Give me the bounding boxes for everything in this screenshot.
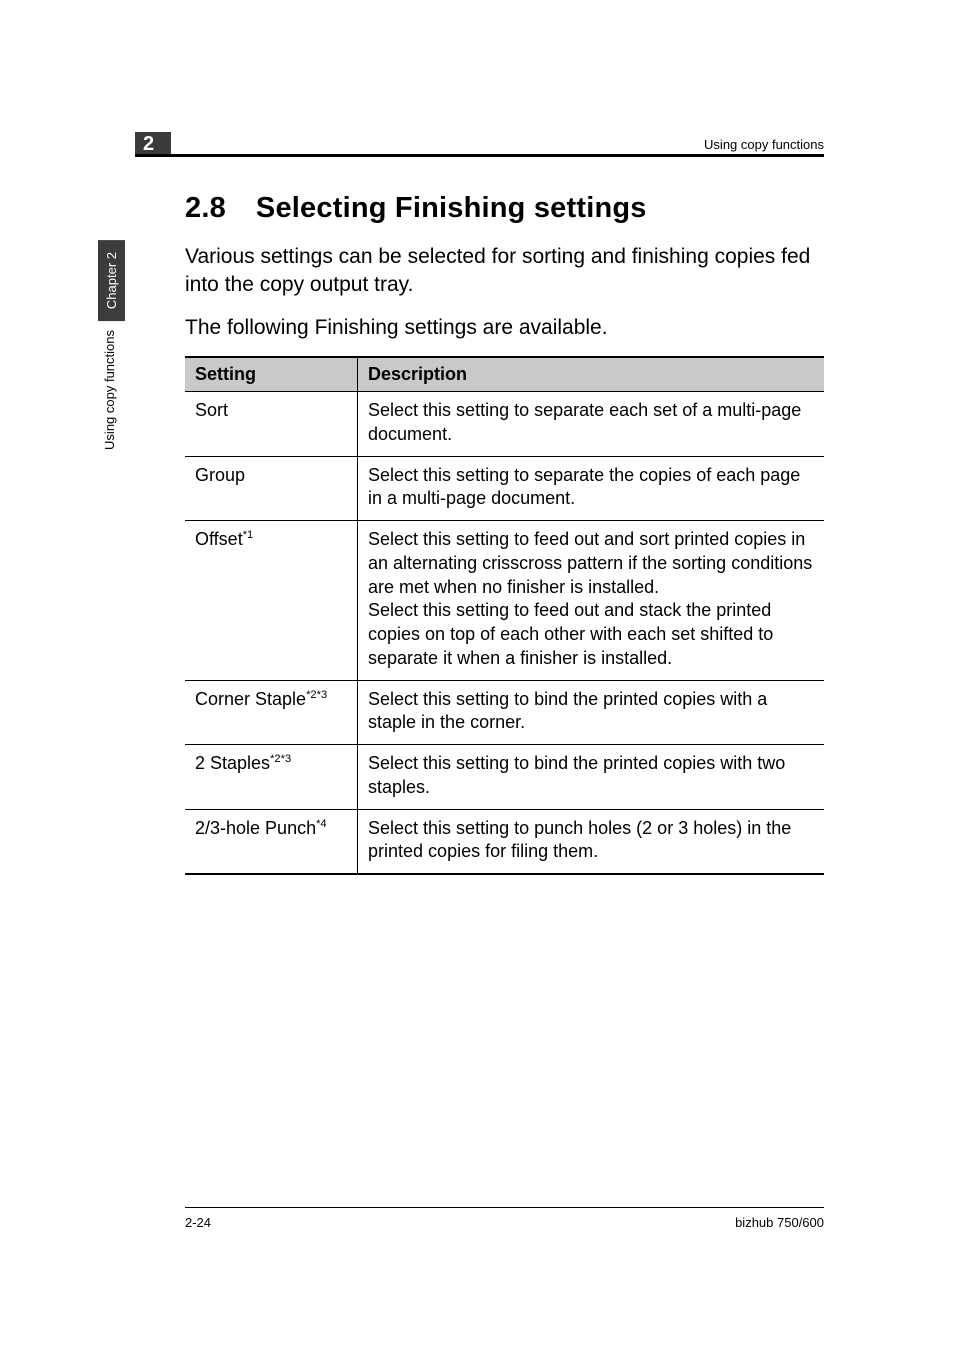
intro-paragraph-2: The following Finishing settings are ava… <box>185 314 824 342</box>
cell-setting: Group <box>185 456 358 521</box>
vertical-chapter-label: Chapter 2 <box>98 240 125 321</box>
cell-setting: Offset*1 <box>185 521 358 681</box>
cell-setting: Corner Staple*2*3 <box>185 680 358 745</box>
footer-page-number: 2-24 <box>185 1215 211 1230</box>
footer-rule <box>185 1207 824 1208</box>
cell-description: Select this setting to punch holes (2 or… <box>358 809 824 874</box>
setting-sup: *2*3 <box>306 689 327 701</box>
table-header-description: Description <box>358 357 824 392</box>
cell-description: Select this setting to feed out and sort… <box>358 521 824 681</box>
table-header-row: Setting Description <box>185 357 824 392</box>
cell-setting: Sort <box>185 392 358 457</box>
setting-name: Offset <box>195 529 243 549</box>
running-head: Using copy functions <box>704 137 824 152</box>
table-row: 2/3-hole Punch*4 Select this setting to … <box>185 809 824 874</box>
setting-name: Group <box>195 465 245 485</box>
cell-setting: 2/3-hole Punch*4 <box>185 809 358 874</box>
table-row: Offset*1 Select this setting to feed out… <box>185 521 824 681</box>
setting-sup: *1 <box>243 529 254 541</box>
section-heading: 2.8 Selecting Finishing settings <box>185 192 824 225</box>
setting-name: Corner Staple <box>195 689 306 709</box>
intro-paragraph-1: Various settings can be selected for sor… <box>185 243 824 300</box>
cell-setting: 2 Staples*2*3 <box>185 745 358 810</box>
table-row: 2 Staples*2*3 Select this setting to bin… <box>185 745 824 810</box>
settings-table: Setting Description Sort Select this set… <box>185 356 824 875</box>
table-row: Group Select this setting to separate th… <box>185 456 824 521</box>
content-area: 2.8 Selecting Finishing settings Various … <box>185 192 824 875</box>
page: 2 Using copy functions Chapter 2 Using c… <box>0 0 954 1350</box>
setting-name: 2/3-hole Punch <box>195 818 316 838</box>
table-header-setting: Setting <box>185 357 358 392</box>
cell-description: Select this setting to separate the copi… <box>358 456 824 521</box>
table-row: Corner Staple*2*3 Select this setting to… <box>185 680 824 745</box>
cell-description: Select this setting to bind the printed … <box>358 680 824 745</box>
vertical-section-label: Using copy functions <box>102 330 117 450</box>
setting-name: 2 Staples <box>195 753 270 773</box>
setting-name: Sort <box>195 400 228 420</box>
footer-model: bizhub 750/600 <box>735 1215 824 1230</box>
header-rule <box>135 154 824 157</box>
setting-sup: *2*3 <box>270 753 291 765</box>
cell-description: Select this setting to bind the printed … <box>358 745 824 810</box>
cell-description: Select this setting to separate each set… <box>358 392 824 457</box>
section-number: 2.8 <box>185 192 226 225</box>
vertical-tab: Chapter 2 Using copy functions <box>98 240 124 500</box>
section-title: Selecting Finishing settings <box>256 192 647 224</box>
setting-sup: *4 <box>316 818 327 830</box>
table-row: Sort Select this setting to separate eac… <box>185 392 824 457</box>
